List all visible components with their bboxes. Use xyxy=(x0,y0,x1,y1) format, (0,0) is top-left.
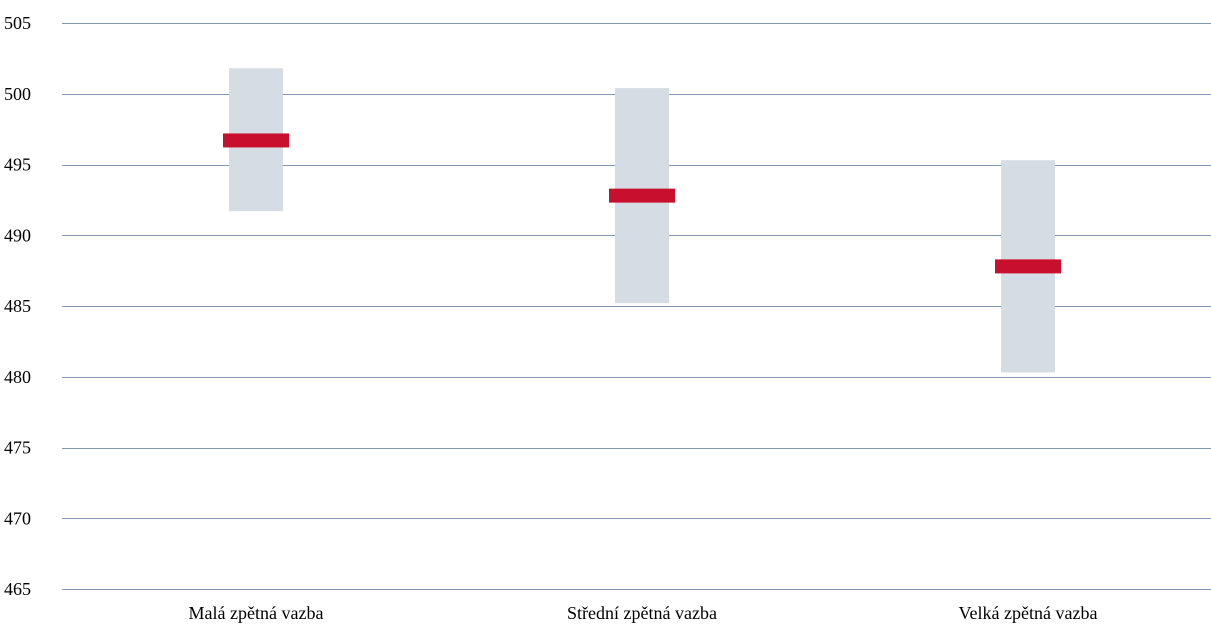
y-tick-label: 505 xyxy=(4,13,31,33)
y-tick-label: 465 xyxy=(4,579,31,599)
x-category-label: Střední zpětná vazba xyxy=(567,603,717,623)
x-category-label: Malá zpětná vazba xyxy=(189,603,324,623)
y-tick-label: 490 xyxy=(4,225,31,245)
y-tick-label: 475 xyxy=(4,438,31,458)
y-axis-tick-labels: 465 470 475 480 485 490 495 500 505 xyxy=(4,13,31,599)
mean-markers xyxy=(223,133,1061,274)
mean-marker xyxy=(995,259,1061,274)
y-tick-label: 470 xyxy=(4,508,31,528)
y-tick-label: 485 xyxy=(4,296,31,316)
mean-marker xyxy=(609,188,675,203)
range-bars xyxy=(229,68,1055,373)
x-axis-category-labels: Malá zpětná vazba Střední zpětná vazba Vel… xyxy=(189,603,1098,623)
mean-marker xyxy=(223,133,289,148)
x-category-label: Velká zpětná vazba xyxy=(959,603,1098,623)
y-tick-label: 500 xyxy=(4,84,31,104)
y-tick-label: 480 xyxy=(4,367,31,387)
y-tick-label: 495 xyxy=(4,155,31,175)
